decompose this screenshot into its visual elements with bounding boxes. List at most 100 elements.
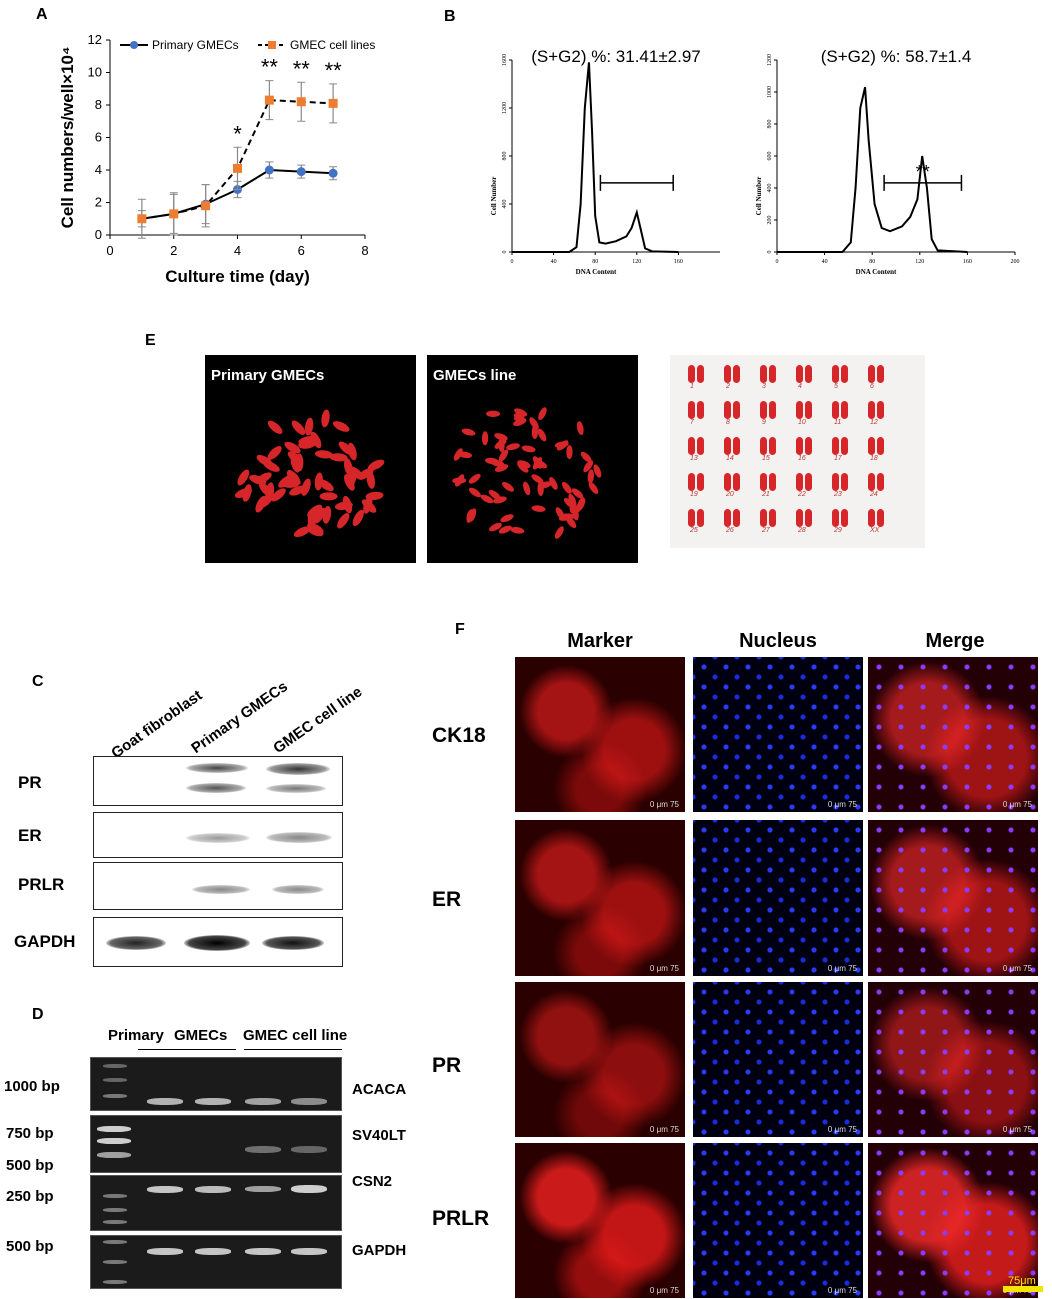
blot-strip-er <box>93 812 343 858</box>
karyotype-pair: 17 <box>826 435 856 467</box>
karyotype-pair: 1 <box>682 363 712 395</box>
if-image-scale: 0 μm 75 <box>1002 964 1032 973</box>
chromosome <box>284 441 301 454</box>
karyotype-number: 18 <box>870 455 878 462</box>
chromosome <box>489 522 502 532</box>
if-column-nucleus: Nucleus <box>739 630 817 652</box>
karyotype-number: 9 <box>762 419 766 426</box>
blot-row-gapdh: GAPDH <box>14 932 76 951</box>
karyotype-number: 24 <box>870 491 878 498</box>
chromosome <box>255 472 272 484</box>
gel-sv40lt <box>90 1115 342 1173</box>
chromosome <box>571 488 584 499</box>
if-image-prlr-merge: 0 μm 75 <box>868 1143 1038 1298</box>
histogram-curve <box>512 62 679 253</box>
if-image-er-nucleus: 0 μm 75 <box>693 820 863 976</box>
chromosome-spread-primary-graphic <box>234 409 385 538</box>
karyotype-pair: 20 <box>718 471 748 503</box>
blot-column-goat-fibroblast: Goat fibroblast <box>108 686 206 762</box>
if-image-scale: 0 μm 75 <box>827 1125 857 1134</box>
chromosome-spread-line-label: GMECs line <box>433 367 517 384</box>
chromosome <box>500 514 514 523</box>
karyotype-pair: 24 <box>862 471 892 503</box>
y-tick-label: 1200 <box>502 102 508 114</box>
gene-csn2: CSN2 <box>352 1173 393 1190</box>
gel-header-gmec-cell-line: GMEC cell line <box>243 1027 348 1044</box>
chromosome <box>485 457 499 465</box>
karyotype-pair: 12 <box>862 399 892 431</box>
scale-bar <box>1003 1286 1043 1292</box>
if-image-scale: 0 μm 75 <box>649 1125 679 1134</box>
karyotype-pair: 7 <box>682 399 712 431</box>
y-tick-label: 6 <box>95 130 102 145</box>
panel-label-e: E <box>145 332 156 349</box>
y-axis-title: Cell Number <box>490 177 498 216</box>
chromosome <box>523 481 531 496</box>
y-tick-label: 0 <box>767 251 773 254</box>
data-point-line <box>137 214 147 224</box>
gene-acaca: ACACA <box>352 1081 407 1098</box>
data-point-line <box>201 201 211 211</box>
if-image-scale: 0 μm 75 <box>649 1286 679 1295</box>
x-tick-label: 0 <box>511 259 514 265</box>
marker-250bp: 250 bp <box>6 1188 54 1205</box>
if-image-scale: 0 μm 75 <box>827 800 857 809</box>
karyotype-pair: 28 <box>790 507 820 539</box>
x-tick-label: 80 <box>869 259 875 265</box>
chromosome <box>291 420 306 435</box>
chromosome <box>466 509 474 523</box>
karyotype-pair: 9 <box>754 399 784 431</box>
chromosome <box>486 410 501 417</box>
chromosome <box>361 499 377 513</box>
y-axis-title: Cell numbers/well×10⁴ <box>58 47 77 229</box>
karyotype-pair: 29 <box>826 507 856 539</box>
chromosome <box>480 494 494 504</box>
chromosome <box>468 473 481 484</box>
gel-gapdh <box>90 1235 342 1289</box>
karyotype-pair: 23 <box>826 471 856 503</box>
chromosome <box>521 445 536 453</box>
chromosome <box>494 439 507 449</box>
karyotype-number: 17 <box>834 455 842 462</box>
chromosome <box>357 468 374 480</box>
karyotype-image: 1 2 3 4 5 6 7 8 9 10 11 12 13 14 15 16 17 18 19 20 21 22 23 24 2… <box>670 355 925 548</box>
if-image-prlr-marker: 0 μm 75 <box>515 1143 685 1298</box>
chromosome-spread-primary: Primary GMECs <box>205 355 416 563</box>
if-image-scale: 0 μm 75 <box>827 964 857 973</box>
data-point-primary <box>296 167 306 177</box>
chromosome <box>517 460 531 468</box>
chromosome <box>481 431 489 446</box>
karyotype-pair: 22 <box>790 471 820 503</box>
karyotype-number: 8 <box>726 419 730 426</box>
chromosome <box>263 460 280 472</box>
karyotype-number: 26 <box>726 527 734 534</box>
x-axis-title: DNA Content <box>856 268 897 276</box>
data-point-line <box>169 209 179 219</box>
chromosome <box>458 451 472 459</box>
chromosome <box>304 417 314 436</box>
x-tick-label: 160 <box>963 259 972 265</box>
gene-sv40lt: SV40LT <box>352 1127 406 1144</box>
karyotype-number: 27 <box>762 527 770 534</box>
y-tick-label: 600 <box>767 152 773 161</box>
x-tick-label: 0 <box>106 243 113 258</box>
x-axis-title: DNA Content <box>576 268 617 276</box>
karyotype-pair: 4 <box>790 363 820 395</box>
karyotype-pair: 25 <box>682 507 712 539</box>
karyotype-pair: 18 <box>862 435 892 467</box>
karyotype-pair: 14 <box>718 435 748 467</box>
histogram-curve <box>777 86 968 253</box>
x-tick-label: 120 <box>632 259 641 265</box>
karyotype-number: 11 <box>834 419 842 426</box>
chromosome <box>494 464 509 472</box>
chromosome <box>531 425 539 440</box>
if-image-ck18-marker: 0 μm 75 <box>515 657 685 812</box>
data-point-line <box>233 163 242 173</box>
y-tick-label: 800 <box>767 120 773 129</box>
gene-gapdh: GAPDH <box>352 1242 407 1259</box>
karyotype-number: 4 <box>798 383 802 390</box>
y-tick-label: 2 <box>95 195 102 210</box>
chromosome <box>494 433 508 441</box>
karyotype-pair: 26 <box>718 507 748 539</box>
y-tick-label: 8 <box>95 97 102 112</box>
